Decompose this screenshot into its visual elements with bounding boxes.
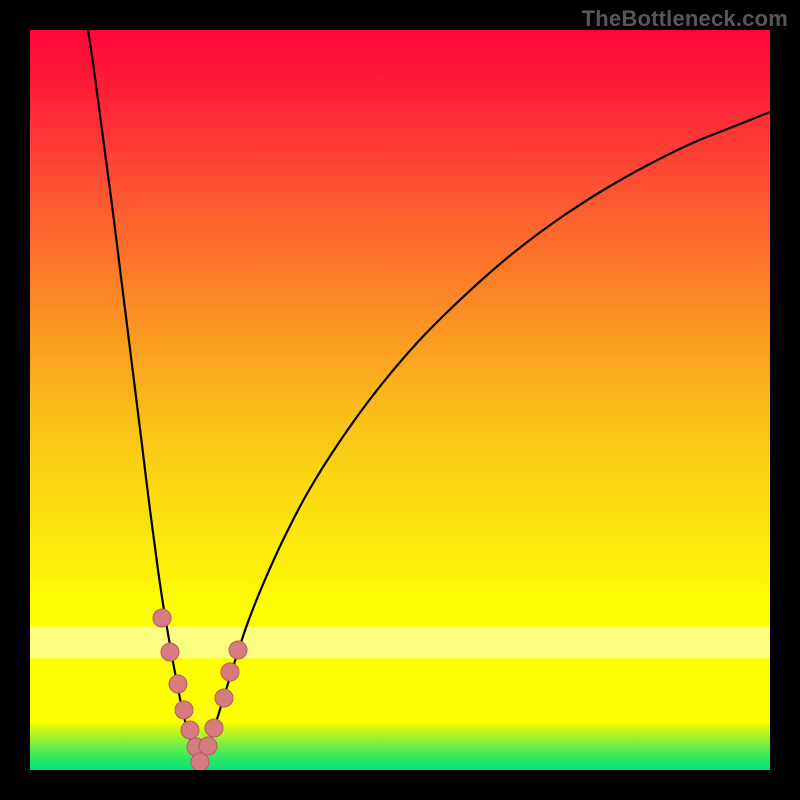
marker-point <box>205 719 223 737</box>
marker-point <box>229 641 247 659</box>
watermark: TheBottleneck.com <box>582 6 788 32</box>
chart-frame: TheBottleneck.com <box>0 0 800 800</box>
plot-svg <box>30 30 770 770</box>
marker-point <box>181 721 199 739</box>
plot-area <box>30 30 770 770</box>
marker-point <box>175 701 193 719</box>
marker-point <box>169 675 187 693</box>
marker-point <box>191 753 209 770</box>
marker-point <box>215 689 233 707</box>
marker-point <box>161 643 179 661</box>
marker-point <box>221 663 239 681</box>
marker-point <box>153 609 171 627</box>
plot-background <box>30 30 770 770</box>
marker-point <box>199 737 217 755</box>
